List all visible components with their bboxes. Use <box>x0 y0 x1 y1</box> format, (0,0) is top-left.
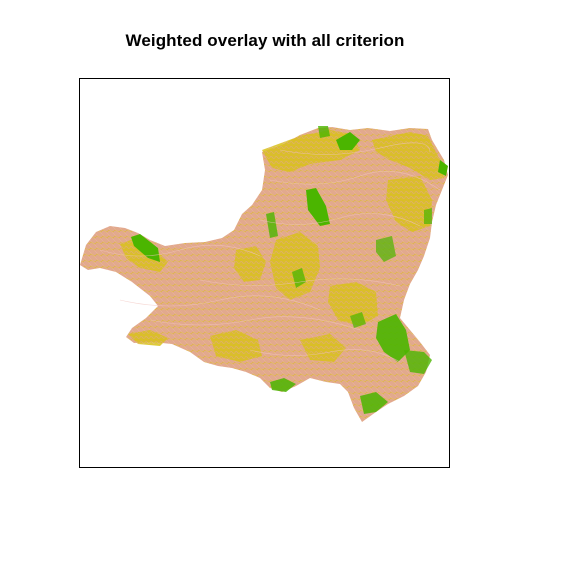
region-base <box>80 127 448 422</box>
mid-suitability-zones <box>120 130 444 362</box>
high-suitability-zones <box>131 126 448 414</box>
map-title: Weighted overlay with all criterion <box>125 31 405 50</box>
texture-lines <box>99 142 441 363</box>
